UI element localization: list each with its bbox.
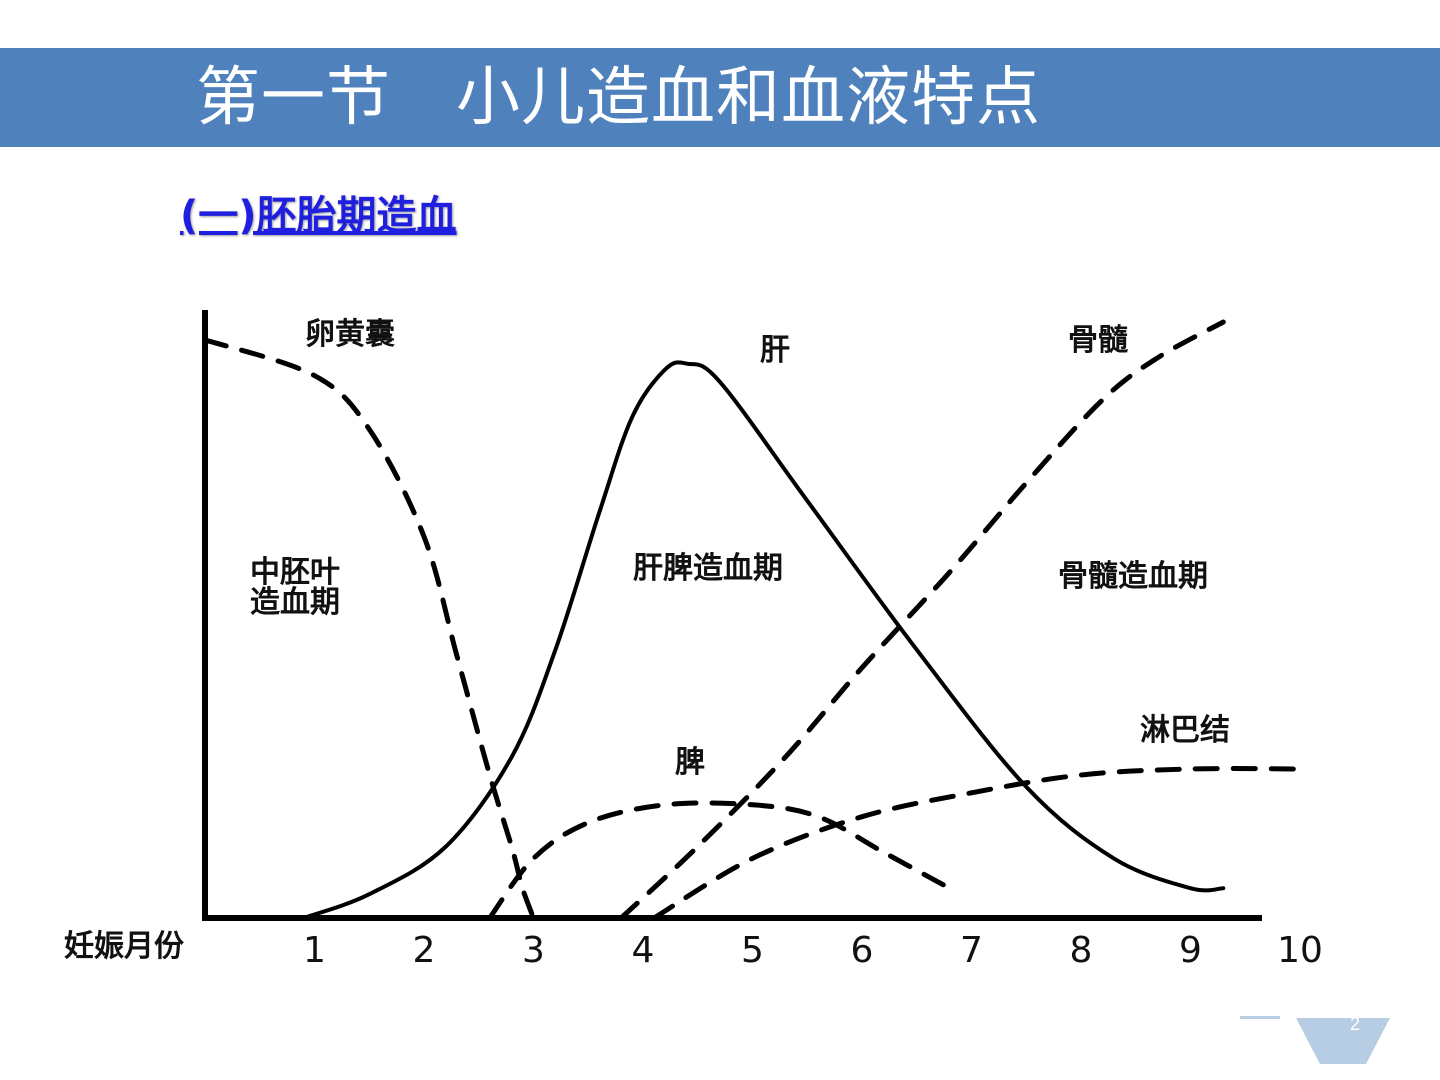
series-line-4 <box>618 319 1226 921</box>
label-mesoderm-line1: 中胚叶 <box>250 555 340 590</box>
x-tick-label: 3 <box>522 930 545 971</box>
x-axis-label: 妊娠月份 <box>64 929 184 964</box>
x-tick-label: 1 <box>303 930 326 971</box>
x-tick-label: 6 <box>851 930 874 971</box>
slide-subtitle: (一)胚胎期造血 <box>180 193 457 239</box>
label-bone-marrow: 骨髓 <box>1068 323 1128 358</box>
label-liver-spleen-period: 肝脾造血期 <box>633 551 783 586</box>
page-number: 2 <box>1349 1014 1360 1034</box>
x-tick-label: 8 <box>1070 930 1093 971</box>
label-yolk-sac: 卵黄囊 <box>305 317 395 352</box>
label-liver: 肝 <box>760 333 790 368</box>
x-tick-label: 5 <box>741 930 764 971</box>
series-line-5 <box>651 766 1303 921</box>
page-number-badge <box>1296 1018 1390 1064</box>
label-bone-marrow-period: 骨髓造血期 <box>1058 559 1208 594</box>
series-line-2 <box>301 360 1226 920</box>
series-layer <box>202 319 1303 921</box>
title-bar <box>0 48 1440 147</box>
page-accent-line <box>1240 1016 1280 1019</box>
x-tick-label: 7 <box>960 930 983 971</box>
label-spleen: 脾 <box>675 745 705 780</box>
label-lymph-node: 淋巴结 <box>1140 713 1230 748</box>
x-tick-label: 9 <box>1179 930 1202 971</box>
x-tick-label: 2 <box>413 930 436 971</box>
x-tick-label: 10 <box>1277 930 1323 971</box>
series-line-3 <box>487 800 953 921</box>
slide-title: 第一节 小儿造血和血液特点 <box>196 61 1041 135</box>
x-tick-layer: 1 2 3 4 5 6 7 8 9 10 <box>303 930 1323 971</box>
series-line-1 <box>202 337 536 921</box>
label-mesoderm-line2: 造血期 <box>250 585 340 620</box>
x-tick-label: 4 <box>632 930 655 971</box>
